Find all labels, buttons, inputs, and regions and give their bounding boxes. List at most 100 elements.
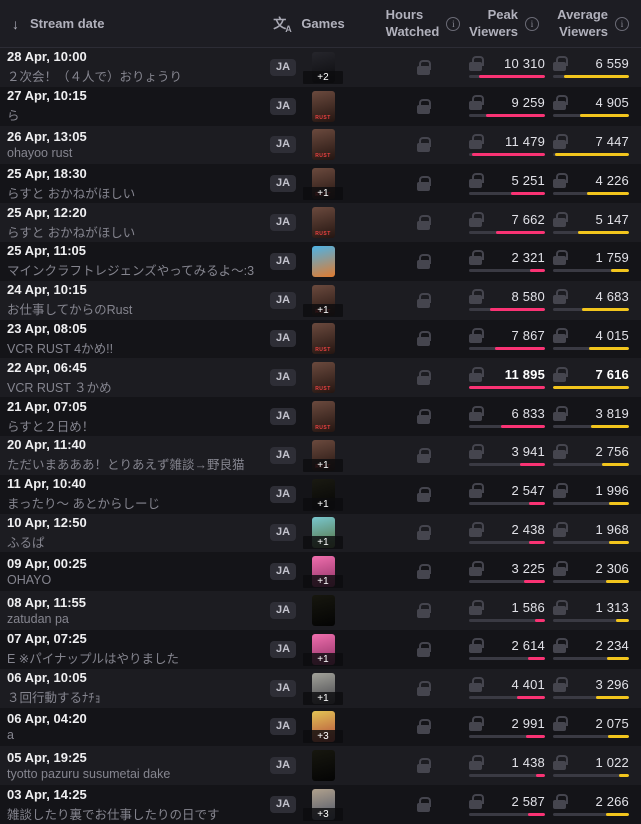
stream-date[interactable]: 24 Apr, 10:15 bbox=[7, 282, 87, 298]
game-thumbnail[interactable]: RUST bbox=[311, 362, 335, 394]
game-thumbnail[interactable]: +1 bbox=[303, 478, 343, 511]
table-row[interactable]: 09 Apr, 00:25 OHAYO JA +1 3 225 2 306 bbox=[0, 552, 641, 592]
stream-date[interactable]: 06 Apr, 04:20 bbox=[7, 711, 87, 727]
stream-date[interactable]: 25 Apr, 11:05 bbox=[7, 243, 87, 259]
stream-date[interactable]: 11 Apr, 10:40 bbox=[7, 476, 87, 492]
peak-viewers-cell: 2 587 bbox=[449, 793, 545, 816]
game-thumbnail[interactable]: RUST +1 bbox=[303, 284, 343, 317]
average-viewers-value: 6 559 bbox=[595, 56, 629, 72]
stream-date[interactable]: 05 Apr, 19:25 bbox=[7, 750, 87, 766]
game-thumbnail-title: RUST bbox=[315, 386, 331, 393]
table-row[interactable]: 25 Apr, 18:30 らすと おかねがほしい JA RUST +1 5 2… bbox=[0, 164, 641, 204]
table-row[interactable]: 25 Apr, 11:05 マインクラフトレジェンズやってみるよ～:3 JA 2… bbox=[0, 241, 641, 281]
info-icon[interactable] bbox=[525, 16, 539, 31]
games-cell: +1 bbox=[301, 633, 345, 666]
stream-cell: 07 Apr, 07:25 E ※パイナップルはやりました bbox=[0, 631, 265, 667]
stream-date[interactable]: 10 Apr, 12:50 bbox=[7, 514, 87, 530]
table-body: 28 Apr, 10:00 ２次会！（４人で）おりょうり JA +2 10 31… bbox=[0, 48, 641, 824]
table-row[interactable]: 11 Apr, 10:40 まったり～ あとからしーじ JA +1 2 547 bbox=[0, 474, 641, 514]
stream-date[interactable]: 27 Apr, 10:15 bbox=[7, 88, 87, 104]
average-viewers-value: 1 022 bbox=[595, 754, 629, 770]
stream-cell: 27 Apr, 10:15 ら bbox=[0, 88, 265, 124]
game-thumbnail[interactable]: +3 bbox=[303, 711, 343, 744]
stream-cell: 20 Apr, 11:40 ただいまあああ！とりあえず雑談→野良猫 bbox=[0, 437, 265, 473]
game-thumbnail[interactable] bbox=[311, 595, 335, 627]
peak-viewers-cell: 10 310 bbox=[449, 56, 545, 79]
table-row[interactable]: 23 Apr, 08:05 VCR RUST 4かめ!! JA RUST 7 8… bbox=[0, 319, 641, 359]
table-row[interactable]: 06 Apr, 10:05 ３回行動するﾅﾁｮ JA +1 4 401 3 bbox=[0, 668, 641, 708]
peak-viewers-bar bbox=[469, 269, 545, 273]
game-thumbnail[interactable]: +1 bbox=[303, 556, 343, 589]
stream-date[interactable]: 25 Apr, 18:30 bbox=[7, 165, 87, 181]
lock-icon bbox=[553, 250, 568, 266]
table-row[interactable]: 20 Apr, 11:40 ただいまあああ！とりあえず雑談→野良猫 JA RUS… bbox=[0, 435, 641, 475]
table-row[interactable]: 26 Apr, 13:05 ohayoo rust JA RUST 11 479 bbox=[0, 125, 641, 165]
column-header-language[interactable]: 文A bbox=[265, 17, 301, 34]
stream-date[interactable]: 08 Apr, 11:55 bbox=[7, 595, 87, 611]
table-row[interactable]: 25 Apr, 12:20 らすと おかねがほしい JA RUST 7 662 bbox=[0, 203, 641, 242]
table-row[interactable]: 03 Apr, 14:25 雑談したり裏でお仕事したりの日です JA +3 2 … bbox=[0, 785, 641, 824]
table-row[interactable]: 07 Apr, 07:25 E ※パイナップルはやりました JA +1 2 61… bbox=[0, 629, 641, 669]
column-header-peak-viewers[interactable]: Peak Viewers bbox=[449, 7, 545, 40]
info-icon[interactable] bbox=[615, 16, 629, 31]
stream-date[interactable]: 07 Apr, 07:25 bbox=[7, 631, 87, 647]
stream-date[interactable]: 23 Apr, 08:05 bbox=[7, 320, 87, 336]
game-thumbnail[interactable] bbox=[311, 245, 335, 277]
column-header-games[interactable]: Games bbox=[301, 16, 345, 31]
peak-viewers-value: 11 895 bbox=[504, 366, 545, 382]
table-row[interactable]: 28 Apr, 10:00 ２次会！（４人で）おりょうり JA +2 10 31… bbox=[0, 48, 641, 87]
game-thumbnail[interactable]: +1 bbox=[303, 633, 343, 666]
language-badge: JA bbox=[269, 252, 297, 270]
stream-date[interactable]: 09 Apr, 00:25 bbox=[7, 556, 87, 572]
stream-date[interactable]: 28 Apr, 10:00 bbox=[7, 49, 87, 65]
game-thumbnail[interactable]: +3 bbox=[303, 789, 343, 822]
game-thumbnail[interactable]: RUST bbox=[311, 129, 335, 161]
game-thumbnail[interactable]: RUST bbox=[311, 207, 335, 239]
hours-watched-cell bbox=[345, 525, 449, 541]
game-thumbnail[interactable]: +1 bbox=[303, 672, 343, 705]
average-viewers-cell: 2 306 bbox=[545, 560, 629, 583]
language-badge: JA bbox=[269, 718, 297, 736]
game-thumbnail[interactable]: +2 bbox=[303, 51, 343, 84]
stream-date[interactable]: 21 Apr, 07:05 bbox=[7, 398, 87, 414]
table-row[interactable]: 06 Apr, 04:20 a JA +3 2 991 2 075 bbox=[0, 707, 641, 747]
game-thumbnail[interactable]: RUST bbox=[311, 323, 335, 355]
average-viewers-value: 4 683 bbox=[595, 289, 629, 305]
hours-watched-cell bbox=[345, 292, 449, 308]
stream-date[interactable]: 25 Apr, 12:20 bbox=[7, 204, 87, 220]
table-row[interactable]: 10 Apr, 12:50 ふるぱ JA +1 2 438 1 968 bbox=[0, 513, 641, 553]
game-thumbnail[interactable] bbox=[311, 750, 335, 782]
column-header-stream-date[interactable]: Stream date bbox=[0, 16, 265, 32]
info-icon[interactable] bbox=[446, 16, 461, 31]
average-viewers-value: 1 996 bbox=[595, 483, 629, 499]
table-row[interactable]: 27 Apr, 10:15 ら JA RUST 9 259 4 905 bbox=[0, 86, 641, 126]
average-viewers-value: 4 226 bbox=[595, 172, 629, 188]
stream-date[interactable]: 20 Apr, 11:40 bbox=[7, 437, 87, 453]
peak-viewers-bar bbox=[469, 346, 545, 350]
column-header-average-viewers[interactable]: Average Viewers bbox=[545, 7, 629, 40]
stream-title: らすと おかねがほしい bbox=[7, 186, 136, 201]
lock-icon bbox=[469, 754, 484, 770]
sort-descending-icon[interactable] bbox=[12, 16, 19, 32]
stream-date[interactable]: 03 Apr, 14:25 bbox=[7, 786, 87, 802]
table-row[interactable]: 22 Apr, 06:45 VCR RUST ３かめ JA RUST 11 89… bbox=[0, 358, 641, 398]
peak-viewers-cell: 2 614 bbox=[449, 638, 545, 661]
peak-viewers-cell: 3 941 bbox=[449, 444, 545, 467]
stream-title: お仕事してからのRust bbox=[7, 303, 133, 318]
table-row[interactable]: 21 Apr, 07:05 らすと２日め！ JA RUST 6 833 3 bbox=[0, 397, 641, 436]
peak-viewers-value: 8 580 bbox=[511, 289, 545, 305]
game-thumbnail[interactable]: RUST +1 bbox=[303, 168, 343, 201]
stream-date[interactable]: 26 Apr, 13:05 bbox=[7, 129, 87, 145]
stream-date[interactable]: 22 Apr, 06:45 bbox=[7, 359, 87, 375]
table-row[interactable]: 05 Apr, 19:25 tyotto pazuru susumetai da… bbox=[0, 746, 641, 786]
table-row[interactable]: 08 Apr, 11:55 zatudan pa JA 1 586 1 3 bbox=[0, 591, 641, 630]
game-thumbnail[interactable]: RUST +1 bbox=[303, 439, 343, 472]
game-thumbnail[interactable]: RUST bbox=[311, 90, 335, 122]
column-header-hours-watched[interactable]: Hours Watched bbox=[345, 7, 461, 40]
game-thumbnail[interactable]: RUST bbox=[311, 401, 335, 433]
stream-date[interactable]: 06 Apr, 10:05 bbox=[7, 670, 87, 686]
peak-viewers-bar bbox=[469, 812, 545, 816]
game-thumbnail[interactable]: +1 bbox=[303, 517, 343, 550]
lock-icon bbox=[469, 638, 484, 654]
table-row[interactable]: 24 Apr, 10:15 お仕事してからのRust JA RUST +1 8 … bbox=[0, 280, 641, 320]
